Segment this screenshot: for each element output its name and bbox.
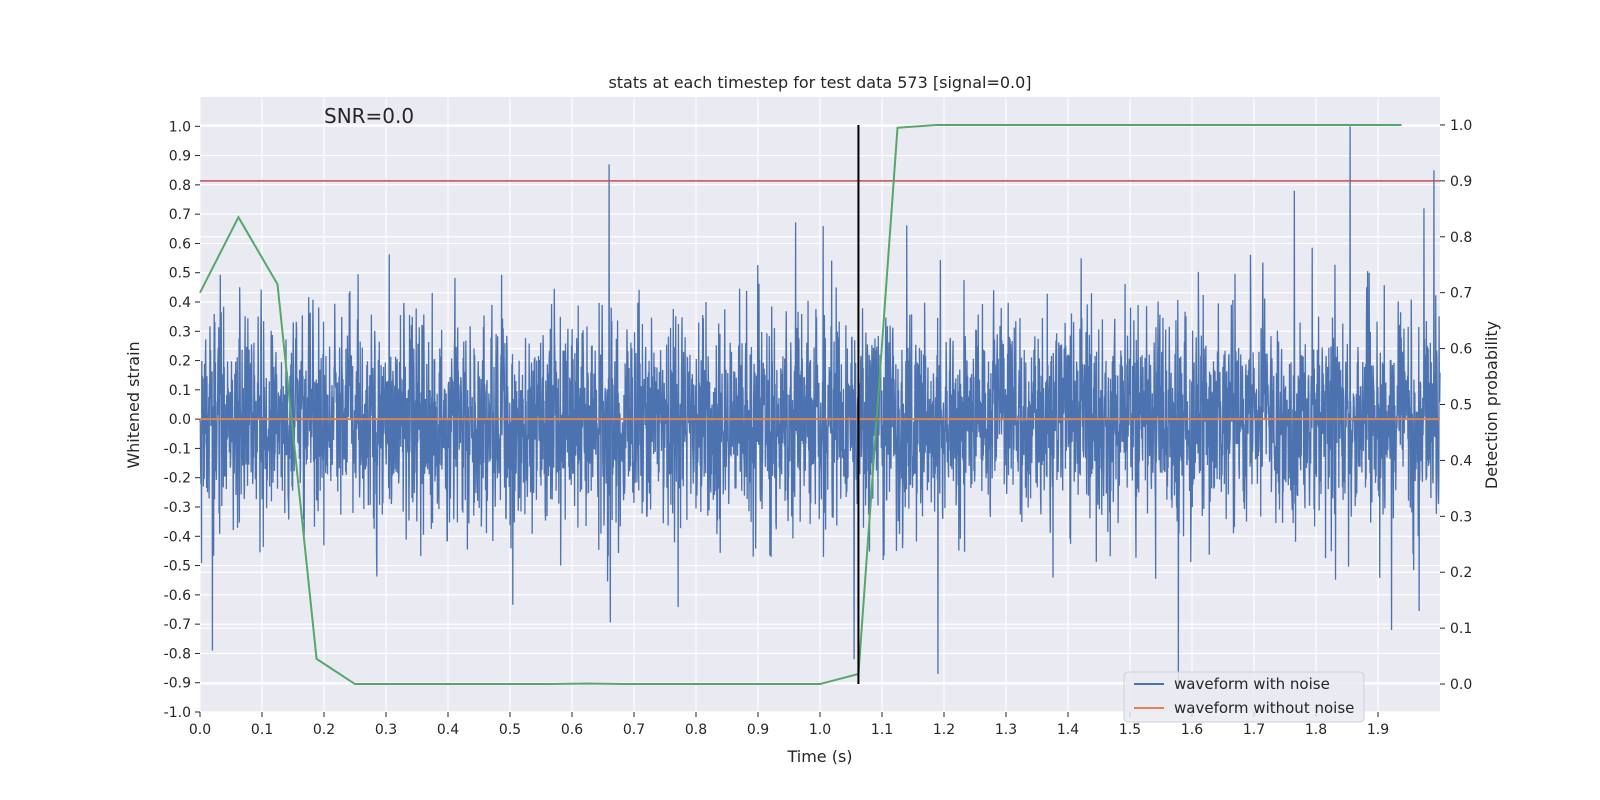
detection-probability-line <box>199 123 1402 686</box>
y-tick-label: -0.7 <box>164 617 191 633</box>
y2-tick-label: 0.7 <box>1450 286 1472 302</box>
y2-tick-label: 0.4 <box>1450 453 1472 469</box>
legend-box <box>1123 671 1365 723</box>
y-tick-label: -0.8 <box>164 646 191 662</box>
snr-annotation: SNR=0.0 <box>324 104 414 128</box>
x-tick-label: 1.5 <box>1119 722 1141 738</box>
y-tick-label: 0.0 <box>169 412 191 428</box>
legend-label-clean: waveform without noise <box>1174 699 1354 717</box>
y-tick-label: -0.4 <box>164 529 191 545</box>
y-tick-label: 0.7 <box>169 207 191 223</box>
y2-tick-label: 0.5 <box>1450 398 1472 414</box>
chart-title: stats at each timestep for test data 573… <box>608 73 1031 92</box>
y-axis-label: Whitened strain <box>124 341 143 468</box>
data-layer <box>199 123 1441 686</box>
x-tick-label: 1.1 <box>871 722 893 738</box>
y2-axis-label: Detection probability <box>1482 321 1501 489</box>
x-tick-label: 1.0 <box>809 722 831 738</box>
y-tick-label: 0.2 <box>169 354 191 370</box>
y2-tick-label: 0.2 <box>1450 565 1472 581</box>
y-tick-label: 0.3 <box>169 324 191 340</box>
x-tick-label: 0.3 <box>375 722 397 738</box>
x-axis-label: Time (s) <box>786 747 852 766</box>
y2-tick-label: 0.0 <box>1450 677 1472 693</box>
x-tick-label: 1.7 <box>1243 722 1265 738</box>
x-tick-label: 1.4 <box>1057 722 1079 738</box>
x-tick-label: 0.2 <box>313 722 335 738</box>
legend-label-noisy: waveform with noise <box>1174 675 1330 693</box>
x-tick-label: 0.4 <box>437 722 459 738</box>
y-tick-label: 0.4 <box>169 295 191 311</box>
y2-tick-label: 0.1 <box>1450 621 1472 637</box>
x-tick-label: 1.9 <box>1367 722 1389 738</box>
x-tick-label: 0.9 <box>747 722 769 738</box>
legend: waveform with noise waveform without noi… <box>1123 671 1365 723</box>
x-tick-label: 1.6 <box>1181 722 1203 738</box>
y2-tick-label: 0.9 <box>1450 174 1472 190</box>
x-tick-label: 0.0 <box>189 722 211 738</box>
y2-tick-label: 0.6 <box>1450 342 1472 358</box>
x-tick-label: 0.8 <box>685 722 707 738</box>
x-tick-label: 1.3 <box>995 722 1017 738</box>
y-tick-labels: -1.0 -0.9 -0.8 -0.7 -0.6 -0.5 -0.4 -0.3 -0.2 -0.1… <box>164 119 200 721</box>
y-tick-label: -0.6 <box>164 588 191 604</box>
y-tick-label: -0.2 <box>164 471 191 487</box>
y2-tick-label: 1.0 <box>1450 118 1472 134</box>
y2-tick-labels: 0.0 0.1 0.2 0.3 0.4 0.5 0.6 0.7 0.8 0.9 1.0 <box>1440 118 1472 693</box>
y-tick-label: 0.6 <box>169 236 191 252</box>
y-tick-label: 0.8 <box>169 178 191 194</box>
y-tick-label: 0.5 <box>169 266 191 282</box>
y2-tick-label: 0.3 <box>1450 509 1472 525</box>
y2-tick-label: 0.8 <box>1450 230 1472 246</box>
y-tick-label: 1.0 <box>169 119 191 135</box>
y-tick-label: -0.3 <box>164 500 191 516</box>
x-tick-label: 0.6 <box>561 722 583 738</box>
x-tick-label: 1.2 <box>933 722 955 738</box>
y-tick-label: 0.1 <box>169 383 191 399</box>
y-tick-label: -1.0 <box>164 705 191 721</box>
x-tick-label: 0.7 <box>623 722 645 738</box>
x-tick-label: 0.5 <box>499 722 521 738</box>
y-tick-label: 0.9 <box>169 149 191 165</box>
y-tick-label: -0.1 <box>164 441 191 457</box>
y-tick-label: -0.5 <box>164 559 191 575</box>
x-tick-label: 0.1 <box>251 722 273 738</box>
y-tick-label: -0.9 <box>164 676 191 692</box>
x-tick-label: 1.8 <box>1305 722 1327 738</box>
